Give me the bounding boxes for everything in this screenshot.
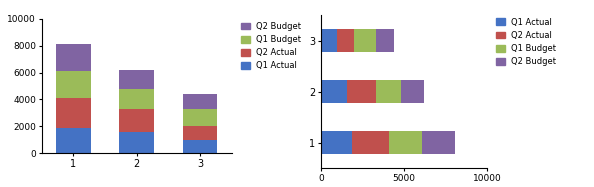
Bar (182, 109, 217, 126)
Bar (375, 80, 400, 103)
Bar (182, 126, 217, 140)
Bar (56, 128, 91, 153)
Bar (321, 80, 347, 103)
Bar (321, 29, 337, 52)
Bar (337, 29, 354, 52)
Bar (400, 80, 424, 103)
Bar (119, 89, 154, 109)
Bar (347, 80, 375, 103)
Bar (56, 44, 91, 71)
Bar (119, 109, 154, 132)
Bar (119, 132, 154, 153)
Legend: Q1 Actual, Q2 Actual, Q1 Budget, Q2 Budget: Q1 Actual, Q2 Actual, Q1 Budget, Q2 Budg… (495, 16, 558, 68)
Legend: Q2 Budget, Q1 Budget, Q2 Actual, Q1 Actual: Q2 Budget, Q1 Budget, Q2 Actual, Q1 Actu… (239, 20, 303, 72)
Bar (119, 70, 154, 89)
Bar (182, 94, 217, 109)
Bar (354, 29, 375, 52)
Bar (389, 131, 422, 154)
Bar (56, 98, 91, 128)
Bar (182, 140, 217, 153)
Bar (375, 29, 394, 52)
Bar (352, 131, 389, 154)
Bar (321, 131, 352, 154)
Bar (422, 131, 456, 154)
Bar (56, 71, 91, 98)
